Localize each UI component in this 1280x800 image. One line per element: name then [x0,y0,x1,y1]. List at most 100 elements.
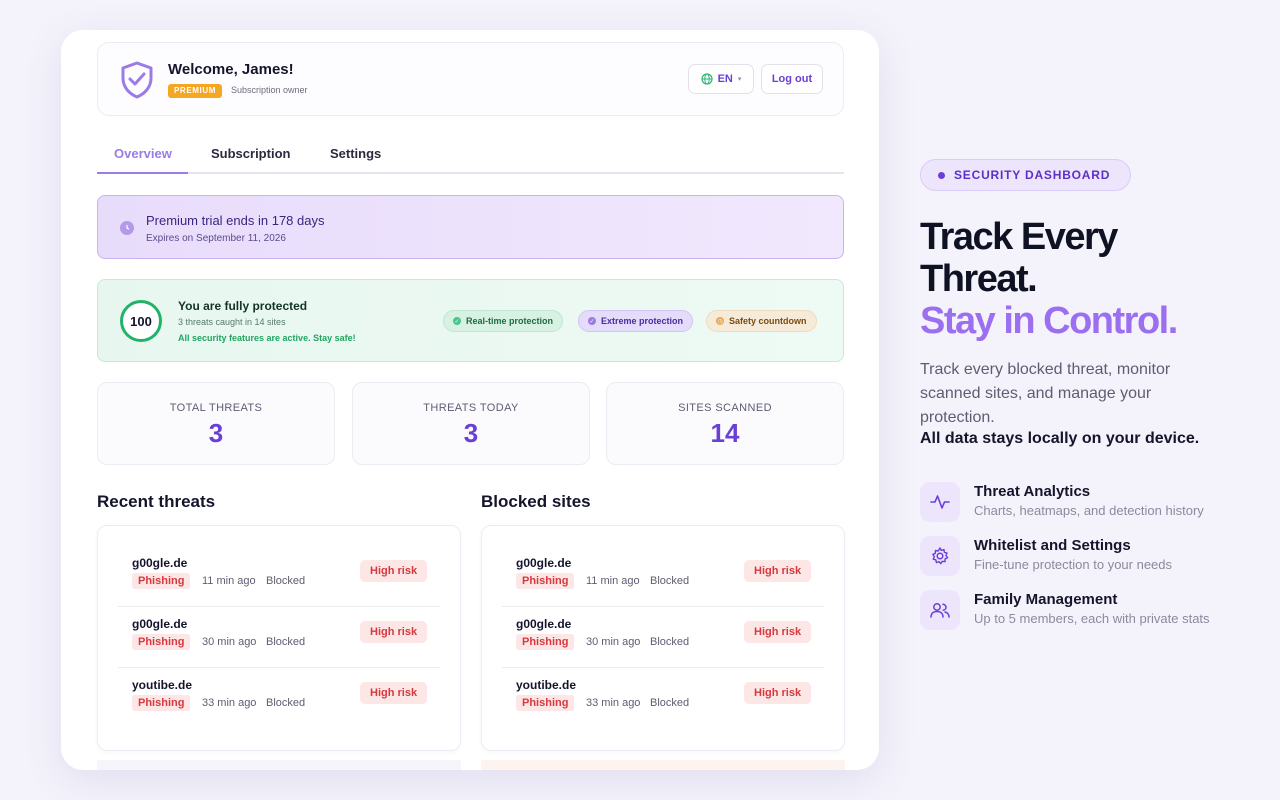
stat-threats-today: THREATS TODAY 3 [352,382,590,465]
stat-value: 3 [463,418,479,448]
risk-badge: High risk [360,682,428,704]
list-item[interactable]: g00gle.de Phishing 30 min ago Blocked Hi… [502,607,824,668]
stat-sites-scanned: SITES SCANNED 14 [606,382,844,465]
protection-summary: 3 threats caught in 14 sites [178,317,286,327]
logout-button[interactable]: Log out [761,64,823,94]
list-overflow-hint [481,760,845,770]
tab-overview[interactable]: Overview [114,146,172,161]
timestamp: 30 min ago [202,636,257,648]
stat-label: TOTAL THREATS [169,402,263,414]
protection-status-banner: 100 You are fully protected 3 threats ca… [97,279,844,362]
feature-title: Threat Analytics [974,483,1091,500]
trial-expiry: Expires on September 11, 2026 [146,233,286,244]
recent-threats-list: g00gle.de Phishing 11 min ago Blocked Hi… [97,525,461,751]
headline-line-2: Threat. [920,258,1038,300]
risk-badge: High risk [360,621,428,643]
feature-family-management: Family Management Up to 5 members, each … [920,589,1250,639]
feature-title: Family Management [974,591,1118,608]
promo-description-strong: All data stays locally on your device. [920,430,1200,447]
stat-value: 3 [208,418,224,448]
check-icon: ✓ [453,317,461,325]
pill-label: Real-time protection [466,316,554,326]
tab-settings[interactable]: Settings [330,146,382,161]
eyebrow-label: SECURITY DASHBOARD [954,168,1111,182]
risk-badge: High risk [360,560,428,582]
timestamp: 11 min ago [202,575,256,587]
trial-banner: Premium trial ends in 178 days Expires o… [97,195,844,259]
headline-line-1: Track Every [920,216,1118,258]
list-item[interactable]: g00gle.de Phishing 11 min ago Blocked Hi… [502,546,824,607]
feature-subtitle: Up to 5 members, each with private stats [974,611,1210,626]
category-tag: Phishing [132,634,191,650]
risk-badge: High risk [744,560,812,582]
pill-label: Extreme protection [601,316,684,326]
list-item[interactable]: g00gle.de Phishing 30 min ago Blocked Hi… [118,607,440,668]
gear-icon [920,536,960,576]
pill-label: Safety countdown [729,316,807,326]
activity-icon [920,482,960,522]
tab-subscription[interactable]: Subscription [211,146,291,161]
clock-icon: ◷ [716,317,724,325]
list-item[interactable]: g00gle.de Phishing 11 min ago Blocked Hi… [118,546,440,607]
category-tag: Phishing [516,573,575,589]
account-header: Welcome, James! PREMIUM Subscription own… [97,42,844,116]
language-label: EN [717,73,733,85]
risk-badge: High risk [744,621,812,643]
protection-score: 100 [120,300,162,342]
protection-note: All security features are active. Stay s… [178,333,356,343]
site-name: g00gle.de [516,556,572,570]
clock-icon [120,221,134,235]
site-name: youtibe.de [516,678,577,692]
stat-label: SITES SCANNED [678,402,772,414]
pill-realtime-protection: ✓ Real-time protection [443,310,564,332]
list-item[interactable]: youtibe.de Phishing 33 min ago Blocked H… [502,668,824,729]
timestamp: 33 min ago [202,697,257,709]
eyebrow-badge: SECURITY DASHBOARD [920,159,1131,191]
feature-threat-analytics: Threat Analytics Charts, heatmaps, and d… [920,481,1250,531]
trial-title: Premium trial ends in 178 days [146,213,325,228]
shield-check-icon [121,61,153,99]
dashboard-card: Welcome, James! PREMIUM Subscription own… [61,30,879,770]
status-text: Blocked [266,697,306,709]
feature-subtitle: Fine-tune protection to your needs [974,557,1173,572]
premium-badge: PREMIUM [168,84,222,98]
stat-label: THREATS TODAY [423,402,519,414]
promo-description: Track every blocked threat, monitor scan… [920,361,1171,426]
check-icon: ✓ [588,317,596,325]
hero-headline: Track Every Threat. Stay in Control. [920,216,1178,342]
timestamp: 33 min ago [586,697,641,709]
category-tag: Phishing [516,695,575,711]
status-text: Blocked [650,697,690,709]
recent-threats-title: Recent threats [97,492,216,511]
users-icon [920,590,960,630]
risk-badge: High risk [744,682,812,704]
account-role: Subscription owner [231,85,308,95]
feature-title: Whitelist and Settings [974,537,1131,554]
status-text: Blocked [650,636,690,648]
timestamp: 11 min ago [586,575,640,587]
feature-whitelist-settings: Whitelist and Settings Fine-tune protect… [920,535,1250,585]
active-tab-indicator [97,172,188,174]
list-item[interactable]: youtibe.de Phishing 33 min ago Blocked H… [118,668,440,729]
site-name: g00gle.de [132,556,188,570]
dot-icon [938,171,945,179]
list-overflow-hint [97,760,461,770]
status-text: Blocked [266,575,306,587]
blocked-sites-list: g00gle.de Phishing 11 min ago Blocked Hi… [481,525,845,751]
headline-line-3: Stay in Control. [920,300,1178,342]
stat-value: 14 [710,418,740,448]
protection-title: You are fully protected [178,299,308,313]
language-button[interactable]: EN ▾ [688,64,754,94]
feature-subtitle: Charts, heatmaps, and detection history [974,503,1204,518]
site-name: youtibe.de [132,678,193,692]
tab-bar: Overview Subscription Settings [97,136,844,174]
blocked-sites-title: Blocked sites [481,492,591,511]
site-name: g00gle.de [132,617,188,631]
status-text: Blocked [650,575,690,587]
category-tag: Phishing [132,695,191,711]
category-tag: Phishing [132,573,191,589]
pill-safety-countdown: ◷ Safety countdown [706,310,817,332]
site-name: g00gle.de [516,617,572,631]
category-tag: Phishing [516,634,575,650]
status-text: Blocked [266,636,306,648]
